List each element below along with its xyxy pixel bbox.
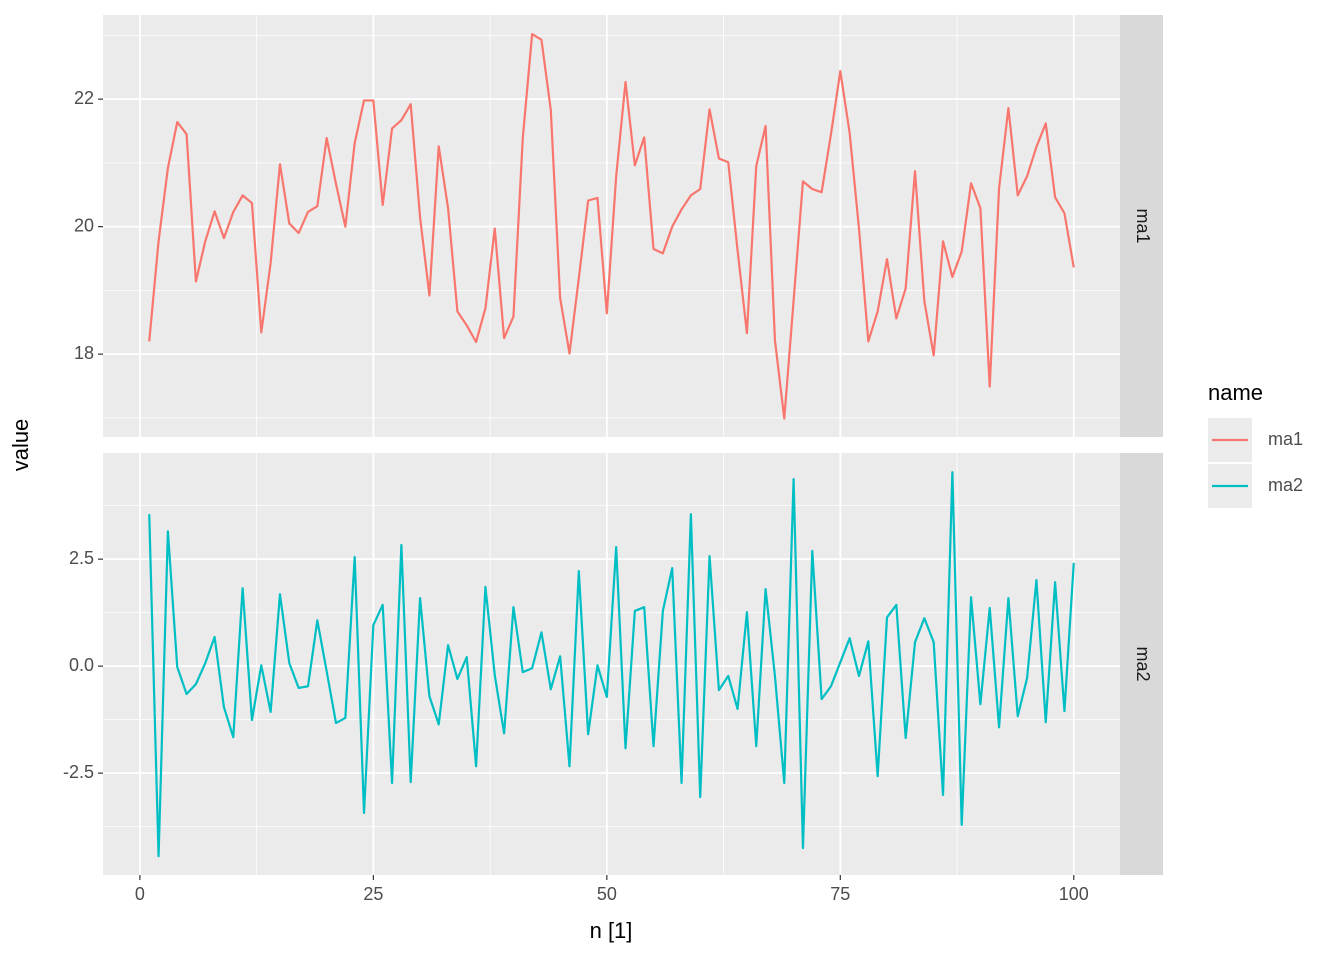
y-tick-label: 22: [74, 88, 94, 108]
legend-title: name: [1208, 380, 1263, 405]
x-tick-label: 25: [363, 884, 383, 904]
facet-strip: [1120, 15, 1163, 437]
y-tick-label: 20: [74, 215, 94, 235]
facet-label: ma2: [1133, 646, 1153, 681]
y-tick-label: 18: [74, 343, 94, 363]
facet-label: ma1: [1133, 208, 1153, 243]
y-axis-title: value: [8, 419, 33, 472]
series-line: [148, 33, 1075, 420]
facet-strip: [1120, 453, 1163, 875]
x-tick-label: 50: [597, 884, 617, 904]
x-tick-label: 0: [135, 884, 145, 904]
series-line: [148, 471, 1075, 858]
y-tick-label: 2.5: [69, 548, 94, 568]
y-tick-label: -2.5: [63, 762, 94, 782]
y-tick-label: 0.0: [69, 655, 94, 675]
x-tick-label: 75: [830, 884, 850, 904]
x-axis-title: n [1]: [590, 918, 633, 943]
legend-label: ma1: [1268, 429, 1303, 449]
x-tick-label: 100: [1059, 884, 1089, 904]
legend-label: ma2: [1268, 475, 1303, 495]
